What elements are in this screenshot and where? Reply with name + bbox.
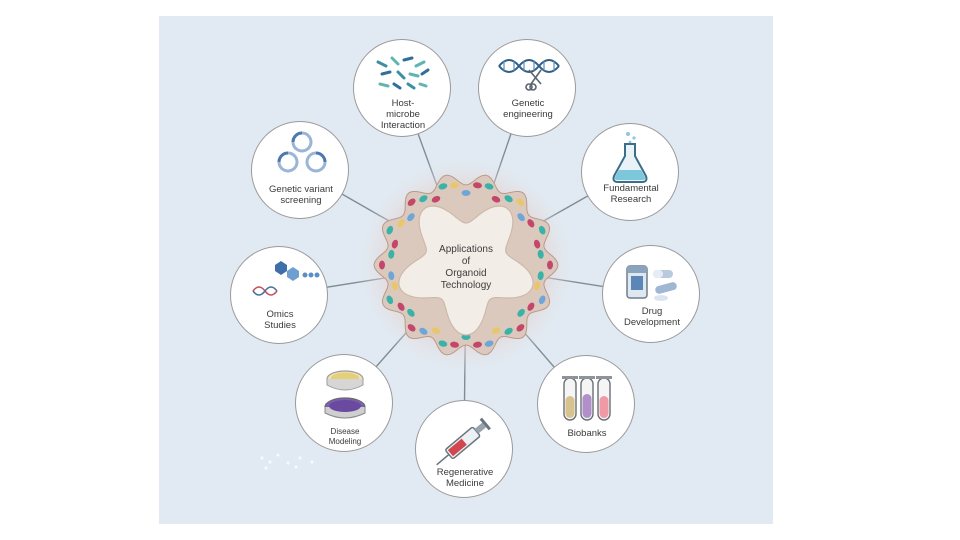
organoid-cell — [504, 195, 513, 203]
label-host-microbe: Host- microbe Interaction — [380, 98, 426, 131]
label-biobanks: Biobanks — [567, 428, 607, 439]
test-tubes-icon — [562, 376, 612, 421]
organoid-cell — [516, 324, 525, 332]
node-fundamental-research[interactable]: Fundamental Research — [581, 123, 679, 221]
dna-scissors-icon — [498, 59, 560, 91]
organoid-cell — [491, 327, 501, 335]
label-omics-studies: Omics Studies — [264, 309, 296, 331]
organoid-cell — [388, 271, 395, 281]
organoid-cell — [527, 219, 535, 228]
organoid-cell — [516, 198, 525, 206]
organoid-cell — [450, 182, 459, 189]
organoid-cell — [504, 327, 513, 335]
organoid-cell — [407, 213, 415, 222]
organoid-cell — [397, 302, 405, 311]
node-genetic-engineering[interactable]: Genetic engineering — [478, 39, 576, 137]
organoid-cell — [431, 327, 441, 335]
node-host-microbe[interactable]: Host- microbe Interaction — [353, 39, 451, 137]
organoid-cell — [386, 295, 394, 305]
scatter-dots — [260, 453, 314, 470]
organoid-cell — [407, 308, 415, 317]
center-title: Applications of Organoid Technology — [439, 244, 493, 291]
organoid-cell — [407, 198, 416, 206]
organoid-lumen — [398, 205, 534, 336]
flask-icon — [612, 132, 648, 183]
organoid-cell — [397, 219, 405, 228]
label-regenerative-medicine: Regenerative Medicine — [436, 467, 494, 489]
organoid-cell — [533, 281, 541, 291]
organoid-cell — [388, 249, 395, 259]
organoid-cell — [438, 183, 448, 190]
node-drug-development[interactable]: Drug Development — [602, 245, 700, 343]
label-disease-modeling: Disease Modeling — [328, 427, 362, 446]
organoid-cell — [538, 225, 546, 235]
organoid-cell — [473, 341, 482, 348]
organoid-cell — [537, 249, 544, 259]
organoid-illustration — [373, 174, 559, 356]
node-biobanks[interactable]: Biobanks — [537, 355, 635, 453]
label-drug-development: Drug Development — [624, 306, 680, 328]
organoid-cell — [517, 308, 525, 317]
organoid-cell — [461, 334, 471, 340]
organoid-cell — [537, 271, 544, 281]
label-fundamental-research: Fundamental Research — [603, 183, 659, 205]
molecules-icon — [252, 261, 320, 296]
node-genetic-variant-screening[interactable]: Genetic variant screening — [251, 121, 349, 219]
organoid-cell — [419, 327, 428, 335]
organoid-cell — [527, 302, 535, 311]
rings-icon — [277, 131, 327, 173]
organoid-cell — [473, 182, 482, 189]
node-disease-modeling[interactable]: Disease Modeling — [295, 354, 393, 452]
organoid-cell — [547, 260, 553, 270]
node-omics-studies[interactable]: Omics Studies — [230, 246, 328, 344]
organoid-cell — [450, 341, 459, 348]
organoid-cell — [391, 239, 399, 249]
organoid-cell — [438, 340, 448, 347]
organoid-cell — [391, 281, 399, 291]
organoid-cell — [407, 324, 416, 332]
bacteria-icon — [376, 56, 430, 90]
label-genetic-variant-screening: Genetic variant screening — [269, 184, 333, 206]
organoid-cell — [517, 213, 525, 222]
pills-icon — [626, 265, 677, 301]
organoid-cell — [379, 260, 385, 270]
petri-dish-icon — [324, 370, 366, 419]
organoid-cell — [484, 183, 494, 190]
organoid-cell — [419, 195, 428, 203]
organoid-cell — [484, 340, 494, 347]
organoid-cell — [431, 195, 441, 203]
organoid-cell — [538, 295, 546, 305]
node-regenerative-medicine[interactable]: Regenerative Medicine — [415, 400, 513, 498]
syringe-icon — [436, 417, 491, 466]
organoid-cell — [491, 195, 501, 203]
label-genetic-engineering: Genetic engineering — [503, 98, 553, 120]
organoid-cell — [533, 239, 541, 249]
organoid-cell — [461, 190, 471, 196]
organoid-cell — [386, 225, 394, 235]
